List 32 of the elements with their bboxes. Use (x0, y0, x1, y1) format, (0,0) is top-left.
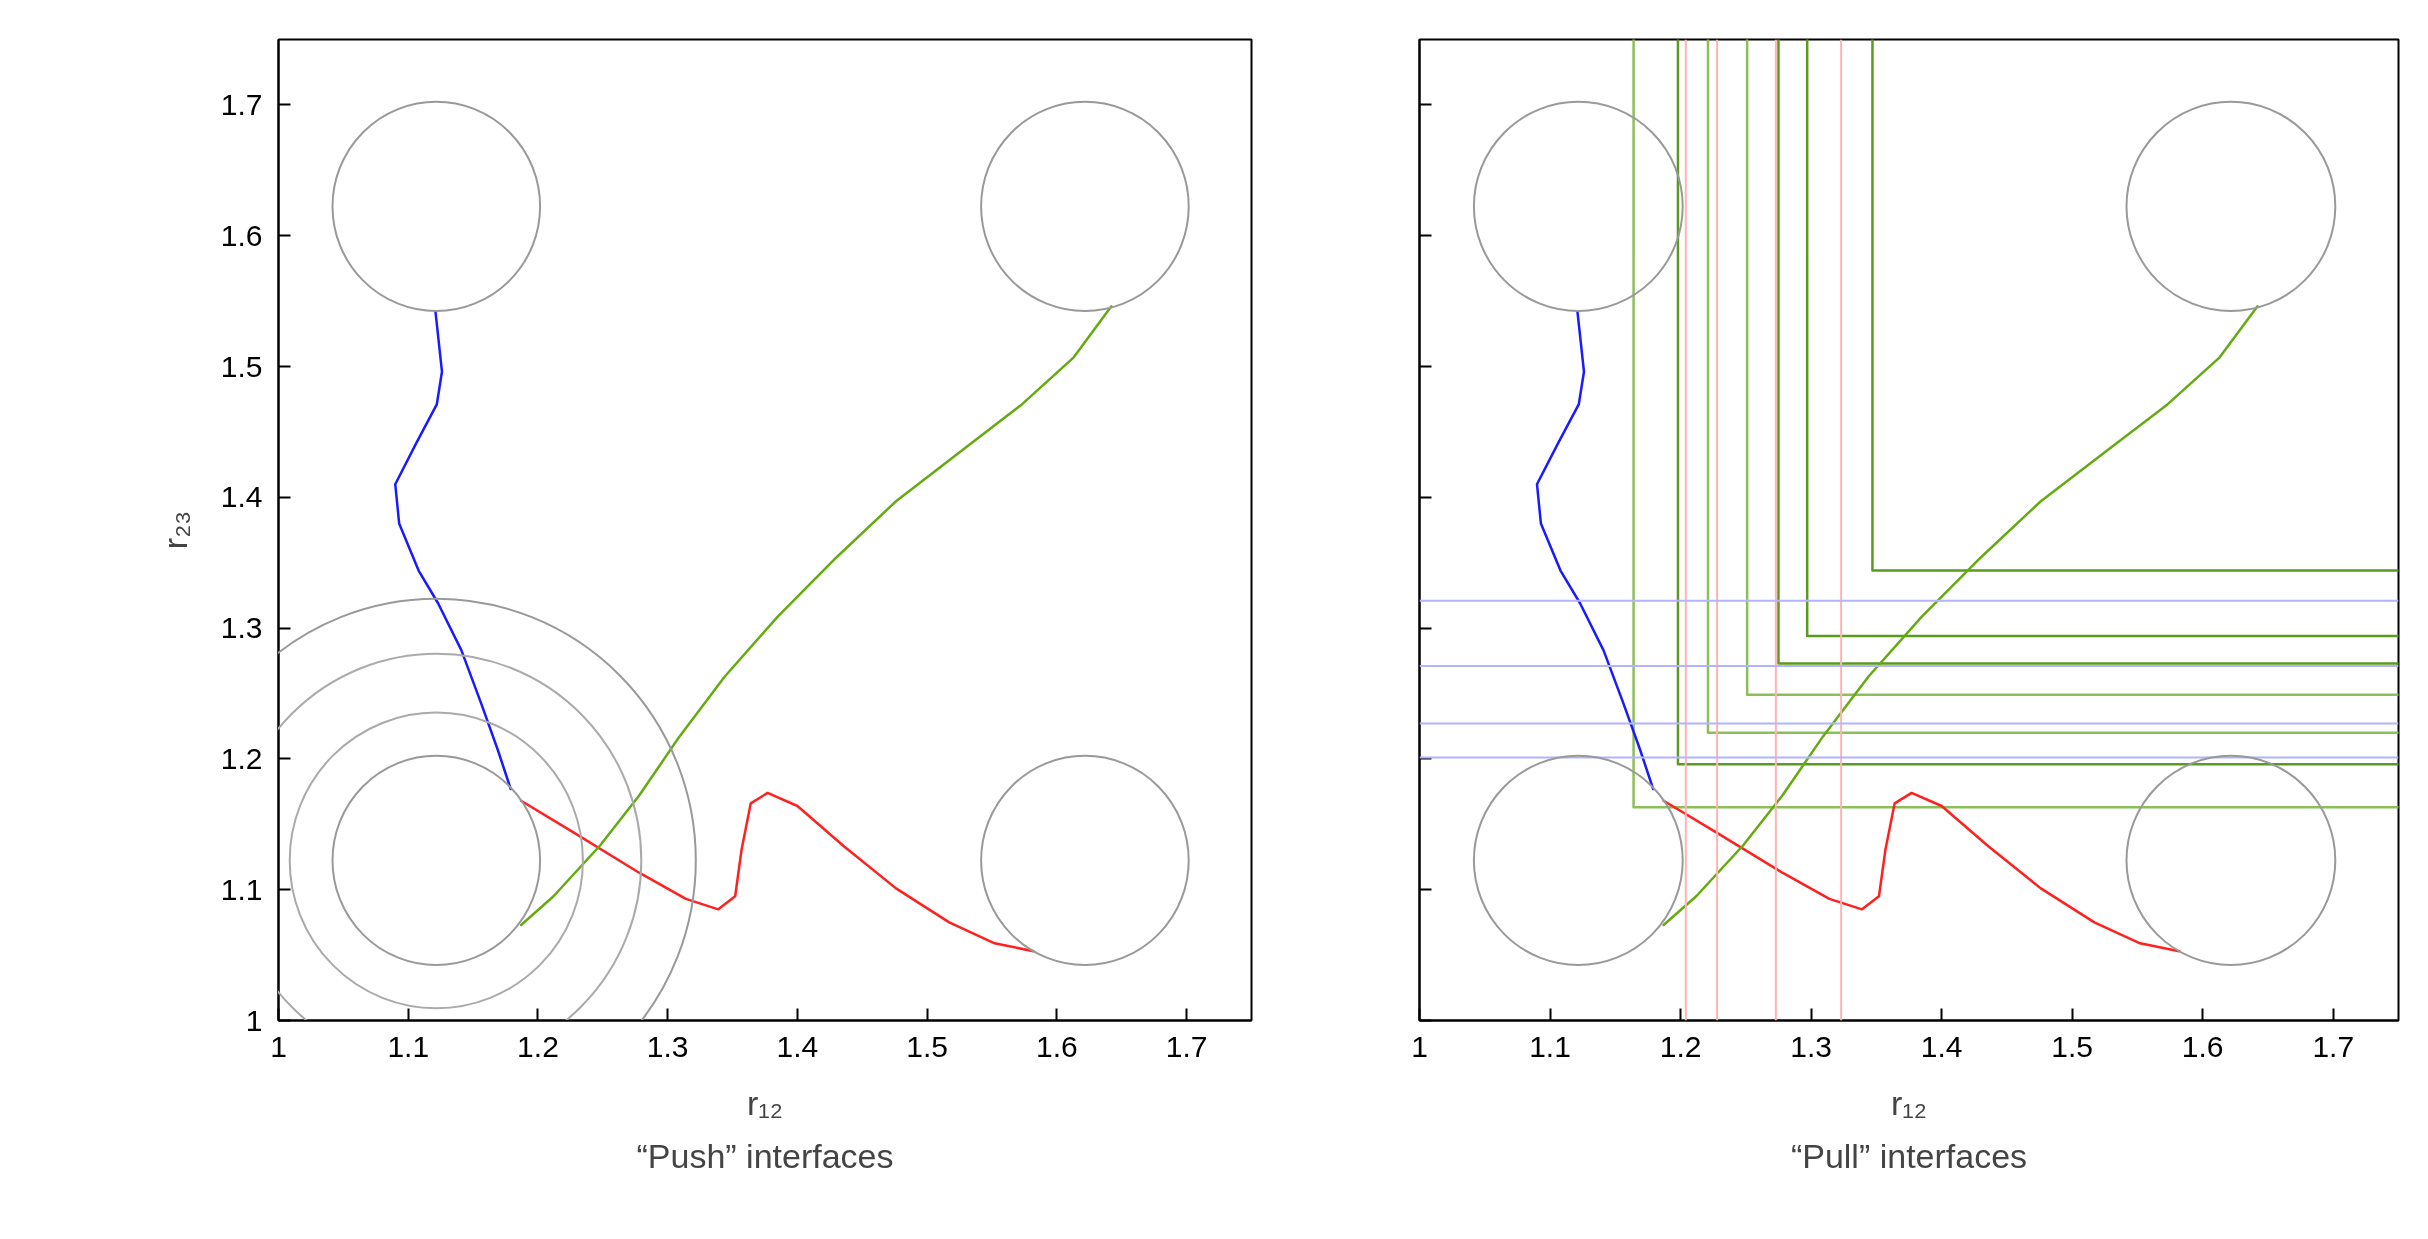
line-series (394, 310, 512, 791)
x-tick-label: 1.7 (1165, 1029, 1208, 1063)
y-tick-label: 1.5 (220, 349, 263, 383)
y-tick-label: 1.4 (220, 480, 263, 514)
line-series (519, 791, 1035, 953)
y-axis-title: r₂₃ (155, 510, 194, 550)
x-tick-label: 1.7 (2312, 1029, 2355, 1063)
y-tick-label: 1.1 (220, 872, 263, 906)
text: “Pull” interfaces (1790, 1136, 2028, 1175)
x-tick-label: 1.2 (517, 1029, 559, 1063)
y-tick-label: 1.7 (220, 87, 263, 121)
x-tick-label: 1.6 (1036, 1029, 1078, 1063)
x-tick-label: 1.6 (2181, 1029, 2224, 1063)
x-tick-label: 1.4 (1920, 1029, 1963, 1063)
y-tick-label: 1 (245, 1003, 263, 1037)
x-axis-title: r₁₂ (1891, 1083, 1927, 1122)
x-tick-label: 1.3 (1790, 1029, 1832, 1063)
x-axis-title: r₁₂ (747, 1083, 783, 1122)
y-tick-label: 1.6 (220, 218, 263, 252)
x-tick-label: 1.1 (387, 1029, 430, 1063)
x-tick-label: 1 (270, 1029, 287, 1063)
x-tick-label: 1 (1411, 1029, 1428, 1063)
x-tick-label: 1.1 (1529, 1029, 1571, 1063)
y-tick-label: 1.2 (220, 741, 263, 775)
y-tick-label: 1.3 (220, 611, 263, 645)
x-tick-label: 1.4 (776, 1029, 819, 1063)
text: “Push” interfaces (636, 1136, 894, 1175)
line-series (519, 305, 1113, 927)
x-tick-label: 1.5 (2051, 1029, 2094, 1063)
x-tick-label: 1.2 (1659, 1029, 1702, 1063)
x-tick-label: 1.3 (646, 1029, 689, 1063)
x-tick-label: 1.5 (906, 1029, 949, 1063)
